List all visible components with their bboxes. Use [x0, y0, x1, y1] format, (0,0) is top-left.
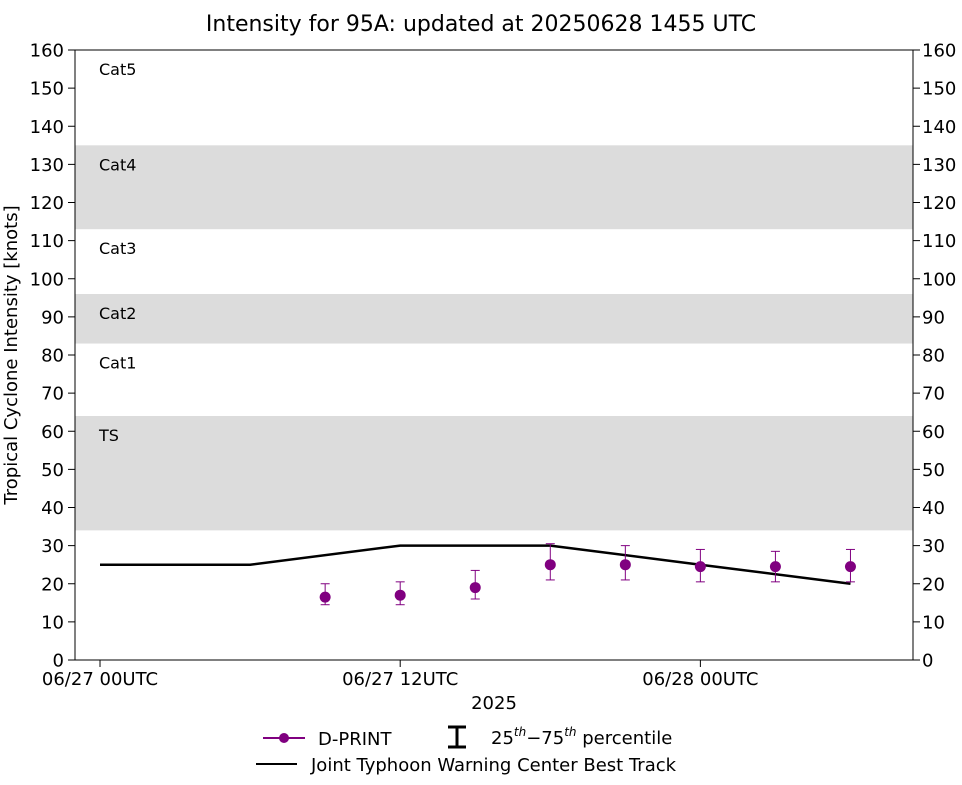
y-tick-label-left: 60 [41, 422, 64, 443]
y-tick-label-right: 80 [922, 346, 945, 367]
category-bands [75, 145, 913, 531]
y-tick-label-right: 130 [922, 155, 956, 176]
legend-dprint-label: D-PRINT [318, 729, 392, 750]
y-tick-label-left: 160 [30, 41, 64, 62]
dprint-point [469, 582, 481, 594]
category-label-cat2: Cat2 [99, 304, 136, 323]
y-axis-right: 0 10 20 30 40 50 60 70 80 90 100 110 120 130 140 150 160 [913, 41, 956, 672]
category-label-cat4: Cat4 [99, 155, 136, 174]
y-tick-label-left: 20 [41, 574, 64, 595]
x-axis: 06/27 00UTC 06/27 12UTC 06/28 00UTC [42, 660, 758, 690]
y-tick-label-right: 10 [922, 612, 945, 633]
dprint-point [544, 559, 556, 571]
y-tick-label-right: 100 [922, 269, 956, 290]
y-tick-label-left: 70 [41, 384, 64, 405]
dprint-point [769, 561, 781, 573]
y-tick-label-right: 160 [922, 41, 956, 62]
y-tick-label-right: 60 [922, 422, 945, 443]
y-tick-label-left: 0 [53, 651, 64, 672]
category-label-cat1: Cat1 [99, 354, 136, 373]
y-tick-label-left: 90 [41, 307, 64, 328]
legend-percentile-icon [448, 725, 466, 749]
y-tick-label-left: 40 [41, 498, 64, 519]
y-tick-label-left: 140 [30, 117, 64, 138]
dprint-point [694, 561, 706, 573]
dprint-point [394, 589, 406, 601]
dprint-point [619, 559, 631, 571]
legend-best-track-label: Joint Typhoon Warning Center Best Track [310, 755, 677, 776]
y-tick-label-right: 150 [922, 79, 956, 100]
x-tick-label: 06/28 00UTC [642, 669, 758, 690]
y-tick-label-left: 120 [30, 193, 64, 214]
y-tick-label-right: 50 [922, 460, 945, 481]
band-ts [75, 416, 913, 531]
x-tick-label: 06/27 12UTC [342, 669, 458, 690]
dprint-series [319, 543, 856, 606]
category-label-cat3: Cat3 [99, 239, 136, 258]
y-tick-label-right: 40 [922, 498, 945, 519]
y-tick-label-right: 70 [922, 384, 945, 405]
y-tick-label-left: 10 [41, 612, 64, 633]
x-axis-label: 2025 [471, 693, 517, 714]
y-tick-label-left: 50 [41, 460, 64, 481]
y-tick-label-left: 150 [30, 79, 64, 100]
legend-percentile-label: 25th−75th percentile [491, 725, 672, 749]
y-tick-label-right: 140 [922, 117, 956, 138]
y-tick-label-left: 30 [41, 536, 64, 557]
y-tick-label-right: 0 [922, 651, 933, 672]
chart-title: Intensity for 95A: updated at 20250628 1… [206, 12, 756, 37]
band-cat2 [75, 294, 913, 344]
category-labels: TS Cat1 Cat2 Cat3 Cat4 Cat5 [98, 60, 136, 445]
legend: D-PRINT 25th−75th percentile Joint Typho… [256, 725, 677, 776]
y-tick-label-right: 20 [922, 574, 945, 595]
category-label-cat5: Cat5 [99, 60, 136, 79]
band-cat4 [75, 145, 913, 230]
y-axis-left: 0 10 20 30 40 50 60 70 80 90 100 110 120 130 140 150 160 [30, 41, 75, 672]
y-tick-label-right: 30 [922, 536, 945, 557]
legend-dprint-marker [279, 733, 289, 743]
category-label-ts: TS [98, 426, 119, 445]
y-tick-label-right: 90 [922, 307, 945, 328]
y-tick-label-right: 120 [922, 193, 956, 214]
y-axis-label: Tropical Cyclone Intensity [knots] [1, 205, 22, 505]
y-tick-label-left: 130 [30, 155, 64, 176]
dprint-point [319, 591, 331, 603]
y-tick-label-left: 80 [41, 346, 64, 367]
y-tick-label-left: 100 [30, 269, 64, 290]
x-tick-label: 06/27 00UTC [42, 669, 158, 690]
best-track-line [100, 544, 851, 586]
y-tick-label-right: 110 [922, 231, 956, 252]
y-tick-label-left: 110 [30, 231, 64, 252]
dprint-point [844, 561, 856, 573]
